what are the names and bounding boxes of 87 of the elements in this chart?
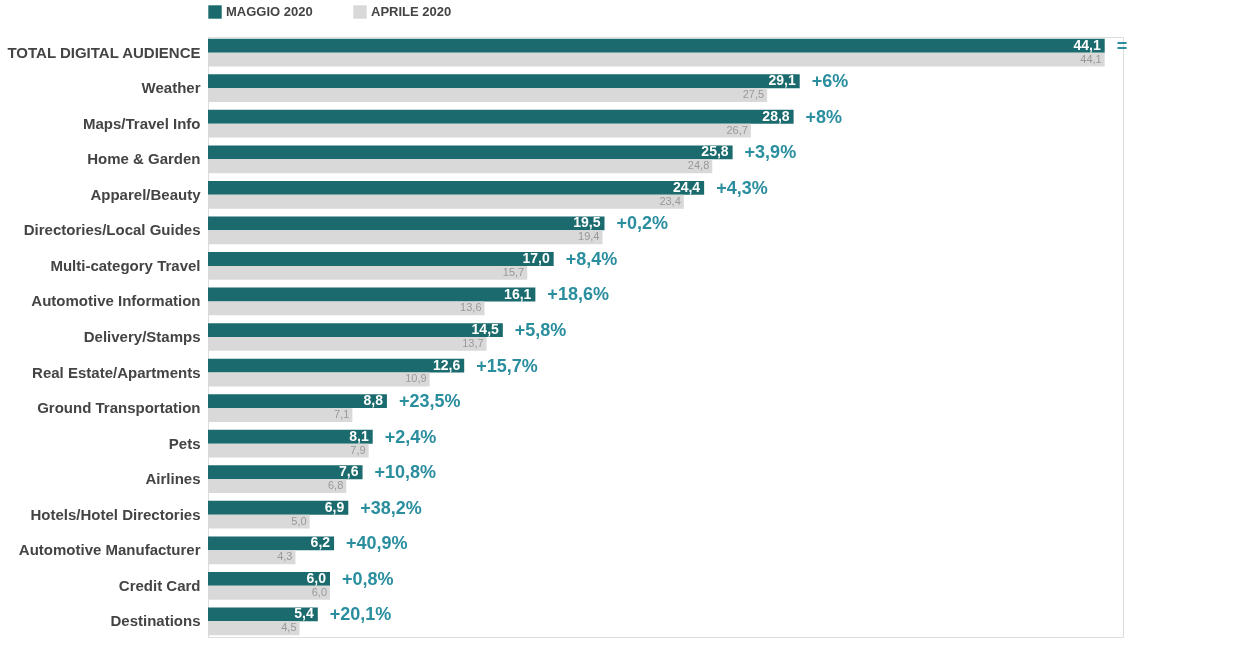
bar <box>208 109 794 124</box>
annotation: +23,5% <box>398 391 461 412</box>
data-label: 25,8 <box>701 143 729 160</box>
annotation: +6% <box>811 71 849 92</box>
y-tick-label: Real Estate/Apartments <box>32 363 201 381</box>
y-tick-label: Ground Transportation <box>37 399 201 417</box>
annotation: +5,8% <box>514 320 567 340</box>
legend-label: MAGGIO 2020 <box>226 4 313 19</box>
data-label: 8,1 <box>349 427 369 444</box>
data-label: 19,5 <box>573 214 601 231</box>
y-tick-label: Airlines <box>145 470 201 488</box>
data-label: 7,9 <box>350 443 366 456</box>
y-tick-label: Weather <box>141 79 201 97</box>
annotation: +8,4% <box>565 248 618 269</box>
data-label: 17,0 <box>522 249 550 266</box>
annotation: +38,2% <box>360 497 422 518</box>
data-label: 19,4 <box>578 230 600 243</box>
data-label: 6,8 <box>327 479 344 492</box>
bar <box>208 465 363 480</box>
data-label: 44,1 <box>1073 36 1101 53</box>
data-label: 5,0 <box>291 514 307 527</box>
bar <box>208 323 503 337</box>
data-label: 24,4 <box>672 178 701 195</box>
annotation: +40,9% <box>346 533 408 554</box>
y-tick-label: Apparel/Beauty <box>90 185 202 203</box>
data-label: 27,5 <box>742 88 765 101</box>
annotation: +3,9% <box>744 142 797 163</box>
bar <box>208 287 536 302</box>
data-label: 15,7 <box>502 265 525 278</box>
data-label: 13,6 <box>460 301 482 314</box>
bar <box>208 74 800 89</box>
annotation: +20,1% <box>329 604 392 625</box>
y-tick-label: Home & Garden <box>87 150 201 168</box>
annotation: = <box>1116 35 1128 56</box>
bar <box>208 536 335 551</box>
annotation: +2,4% <box>384 426 437 447</box>
data-label: 6,2 <box>310 534 331 551</box>
y-tick-label: Destinations <box>110 612 201 630</box>
annotation: +18,6% <box>547 284 609 305</box>
legend-label: APRILE 2020 <box>371 4 452 19</box>
bar <box>208 500 349 515</box>
annotation: +4,3% <box>716 177 768 198</box>
bar <box>208 358 465 373</box>
y-tick-label: Maps/Travel Info <box>82 114 201 132</box>
bar <box>208 394 387 409</box>
bar <box>208 429 373 444</box>
y-tick-label: Automotive Manufacturer <box>18 541 201 559</box>
annotation: +0,2% <box>616 213 669 234</box>
data-label: 10,9 <box>405 372 427 385</box>
data-label: 29,1 <box>768 72 796 89</box>
annotation: +0,8% <box>342 568 394 589</box>
data-label: 6,0 <box>311 585 327 598</box>
data-label: 44,1 <box>1080 52 1102 65</box>
data-label: 6,9 <box>324 498 345 515</box>
bar <box>208 38 1105 53</box>
y-tick-label: Multi-category Travel <box>50 256 201 274</box>
y-tick-label: Pets <box>168 434 201 452</box>
data-label: 6,0 <box>306 569 327 586</box>
data-label: 16,1 <box>504 285 532 302</box>
bar <box>208 145 733 160</box>
data-label: 4,5 <box>281 621 297 634</box>
data-label: 13,7 <box>462 336 484 349</box>
y-tick-label: Automotive Information <box>31 292 201 310</box>
annotation: +8% <box>805 106 843 127</box>
data-label: 12,6 <box>432 356 461 373</box>
y-tick-label: TOTAL DIGITAL AUDIENCE <box>7 43 201 61</box>
bar <box>208 180 705 195</box>
y-tick-label: Hotels/Hotel Directories <box>30 505 201 523</box>
y-tick-label: Delivery/Stamps <box>83 328 201 345</box>
data-label: 7,6 <box>339 463 359 480</box>
data-label: 4,3 <box>277 550 293 563</box>
bar <box>208 607 318 622</box>
data-label: 5,4 <box>294 605 315 622</box>
data-label: 14,5 <box>471 321 500 338</box>
y-tick-label: Directories/Local Guides <box>23 221 201 239</box>
y-tick-label: Credit Card <box>118 576 201 594</box>
data-label: 26,7 <box>726 123 748 136</box>
data-label: 7,1 <box>334 408 350 421</box>
bar <box>208 252 554 266</box>
data-label: 24,8 <box>687 159 710 172</box>
data-label: 8,8 <box>363 392 384 409</box>
data-label: 23,4 <box>659 194 681 207</box>
annotation: +15,7% <box>476 355 538 376</box>
bar <box>208 216 605 231</box>
bar <box>208 571 330 586</box>
data-label: 28,8 <box>762 107 790 124</box>
annotation: +10,8% <box>374 462 437 483</box>
